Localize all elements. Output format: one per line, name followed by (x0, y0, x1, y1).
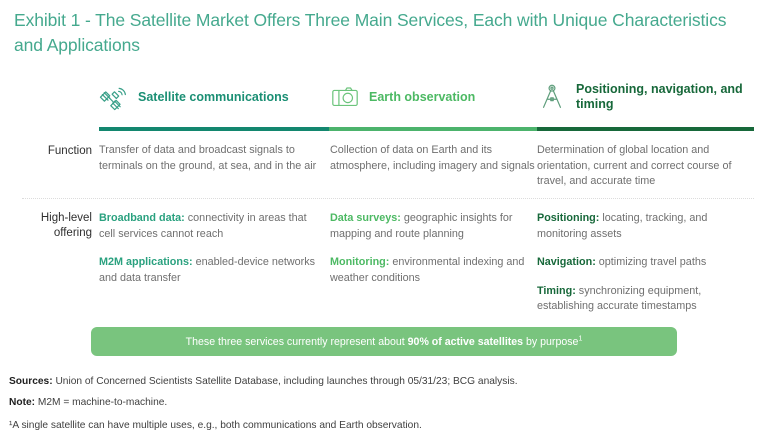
list-item: Positioning: locating, tracking, and mon… (537, 211, 759, 242)
highlight-banner: These three services currently represent… (91, 327, 677, 356)
row-label-function: Function (47, 145, 92, 157)
camera-icon (330, 82, 360, 112)
column-header-positioning-navigation-timing: Positioning, navigation, and timing (537, 82, 759, 112)
list-item: Monitoring: environmental indexing and w… (330, 255, 535, 286)
row-label-high-level-offering: High-level offering (40, 212, 92, 239)
note-text: M2M = machine-to-machine. (35, 397, 168, 408)
accent-bar-column-1 (99, 127, 329, 131)
cell-function-earth-observation: Collection of data on Earth and its atmo… (330, 144, 535, 172)
list-item: Broadband data: connectivity in areas th… (99, 211, 324, 242)
note-label: Note: (9, 397, 36, 408)
sources-label: Sources: (9, 376, 53, 387)
list-item: Timing: synchronizing equipment, establi… (537, 284, 759, 315)
exhibit-title: Exhibit 1 - The Satellite Market Offers … (14, 10, 727, 55)
offering-text: locating, tracking, and monitoring asset… (537, 212, 708, 240)
cell-offering-positioning-navigation-timing: Positioning: locating, tracking, and mon… (537, 211, 759, 315)
offering-lead: Navigation: (537, 256, 596, 268)
offering-text: enabled-device networks and data transfe… (99, 256, 316, 284)
banner-suffix: by purpose (523, 335, 579, 348)
list-item: Navigation: optimizing travel paths (537, 255, 759, 271)
offering-text: geographic insights for mapping and rout… (330, 212, 513, 240)
footnote-note: Note: M2M = machine-to-machine. (9, 396, 167, 410)
column-header-satellite-communications: Satellite communications (99, 82, 324, 112)
satellite-icon (99, 82, 129, 112)
accent-bar-column-2 (329, 127, 537, 131)
list-item: M2M applications: enabled-device network… (99, 255, 324, 286)
list-item: Data surveys: geographic insights for ma… (330, 211, 535, 242)
column-title: Positioning, navigation, and timing (576, 82, 743, 111)
row-divider (22, 198, 754, 199)
offering-lead: Data surveys: (330, 212, 401, 224)
column-title: Earth observation (369, 89, 476, 104)
cell-offering-satellite-communications: Broadband data: connectivity in areas th… (99, 211, 324, 286)
accent-bar-column-3 (537, 127, 754, 131)
offering-text: synchronizing equipment, establishing ac… (537, 284, 702, 313)
footnote-1: ¹A single satellite can have multiple us… (9, 420, 422, 431)
offering-lead: Timing: (537, 284, 576, 297)
offering-text: connectivity in areas that cell services… (99, 212, 307, 240)
offering-lead: Monitoring: (330, 256, 390, 268)
offering-text: environmental indexing and weather condi… (330, 256, 525, 284)
sources-text: Union of Concerned Scientists Satellite … (52, 376, 518, 387)
footnote-sources: Sources: Union of Concerned Scientists S… (9, 375, 518, 389)
banner-text: These three services currently represent… (185, 334, 583, 348)
banner-prefix: These three services currently represent… (185, 335, 408, 348)
banner-highlight: 90% of active satellites (407, 335, 524, 348)
cell-offering-earth-observation: Data surveys: geographic insights for ma… (330, 211, 535, 286)
cell-function-satellite-communications: Transfer of data and broadcast signals t… (99, 144, 317, 172)
offering-lead: M2M applications: (99, 256, 193, 268)
offering-text: optimizing travel paths (595, 256, 707, 268)
banner-footnote-marker: 1 (578, 334, 583, 342)
offering-lead: Positioning: (537, 212, 600, 224)
column-header-earth-observation: Earth observation (330, 82, 535, 112)
cell-function-positioning-navigation-timing: Determination of global location and ori… (537, 144, 732, 187)
offering-lead: Broadband data: (99, 212, 185, 224)
column-title: Satellite communications (138, 89, 289, 104)
compass-icon (537, 82, 567, 112)
